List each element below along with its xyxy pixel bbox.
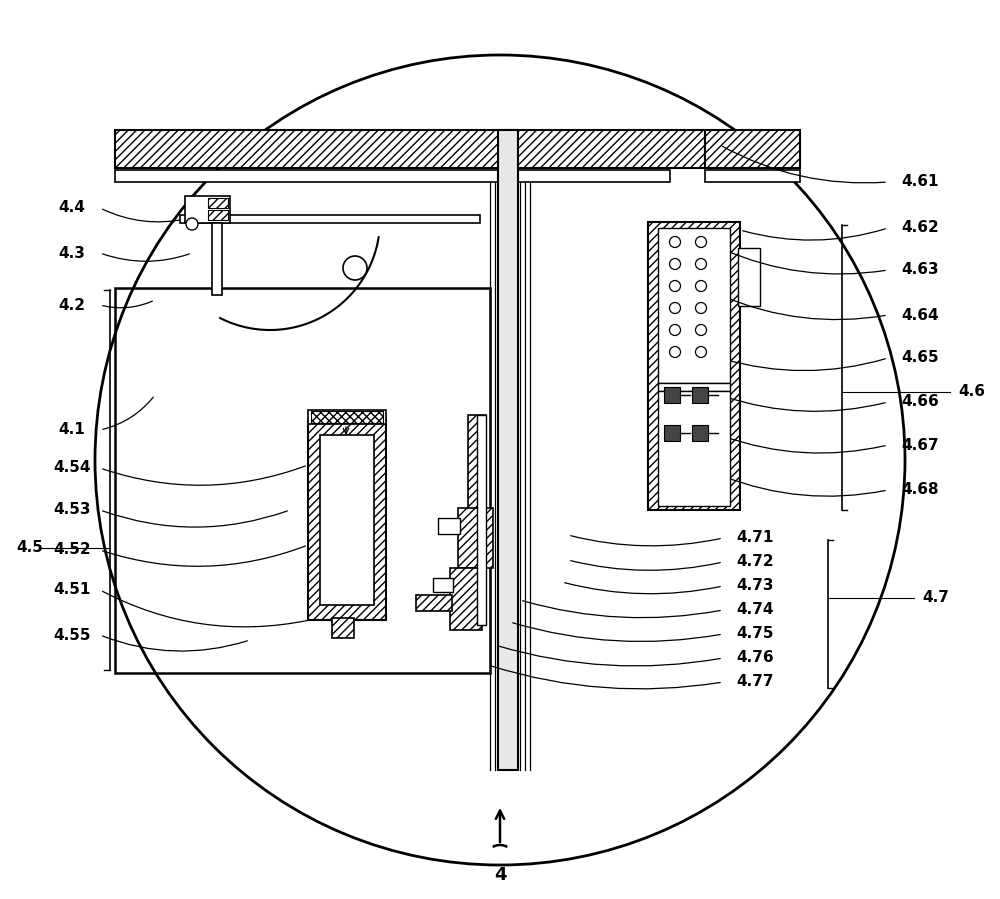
- Text: 4.52: 4.52: [53, 542, 91, 557]
- Bar: [458, 508, 493, 568]
- Bar: [648, 222, 740, 510]
- Text: 4.55: 4.55: [53, 628, 91, 643]
- Circle shape: [696, 325, 706, 335]
- Circle shape: [696, 280, 706, 291]
- Bar: [705, 130, 800, 168]
- Bar: [208, 198, 228, 208]
- Text: 4.3: 4.3: [59, 245, 85, 261]
- Circle shape: [696, 259, 706, 270]
- Bar: [664, 425, 680, 441]
- Text: 4: 4: [494, 866, 506, 884]
- Bar: [332, 618, 354, 638]
- Bar: [438, 518, 460, 534]
- Circle shape: [670, 280, 680, 291]
- Text: 4.66: 4.66: [901, 395, 939, 410]
- Text: 4.74: 4.74: [736, 602, 774, 618]
- Circle shape: [670, 346, 680, 358]
- Bar: [115, 170, 670, 182]
- Text: 4.2: 4.2: [58, 298, 86, 313]
- Text: 4.62: 4.62: [901, 220, 939, 236]
- Circle shape: [343, 256, 367, 280]
- Text: 4.77: 4.77: [736, 674, 774, 690]
- Text: 4.72: 4.72: [736, 555, 774, 569]
- Circle shape: [186, 218, 198, 230]
- Bar: [450, 568, 482, 630]
- Text: 4.67: 4.67: [901, 438, 939, 452]
- Text: 4.65: 4.65: [901, 351, 939, 366]
- Text: 4.68: 4.68: [901, 483, 939, 497]
- Bar: [658, 228, 730, 383]
- Text: 4.76: 4.76: [736, 651, 774, 665]
- Bar: [498, 130, 518, 770]
- Bar: [738, 248, 760, 306]
- Circle shape: [696, 236, 706, 247]
- Circle shape: [670, 302, 680, 314]
- Circle shape: [696, 346, 706, 358]
- Text: 4.5: 4.5: [17, 540, 43, 556]
- Bar: [664, 387, 680, 403]
- Text: 4.63: 4.63: [901, 263, 939, 278]
- Bar: [477, 415, 486, 625]
- Text: 4.61: 4.61: [901, 174, 939, 190]
- Bar: [208, 210, 228, 220]
- Bar: [658, 391, 730, 506]
- Bar: [308, 420, 386, 620]
- Circle shape: [670, 325, 680, 335]
- Text: 4.71: 4.71: [736, 530, 774, 546]
- Circle shape: [95, 55, 905, 865]
- Text: 4.51: 4.51: [53, 583, 91, 598]
- Text: 4.75: 4.75: [736, 627, 774, 642]
- Bar: [115, 288, 490, 673]
- Bar: [468, 415, 486, 625]
- Bar: [705, 170, 800, 182]
- Text: 4.1: 4.1: [59, 423, 85, 438]
- Bar: [416, 595, 452, 611]
- Bar: [180, 215, 480, 223]
- Text: 4.4: 4.4: [59, 200, 85, 216]
- Circle shape: [696, 302, 706, 314]
- Bar: [212, 223, 222, 295]
- Text: 4.54: 4.54: [53, 460, 91, 476]
- Bar: [311, 411, 383, 423]
- Circle shape: [670, 259, 680, 270]
- Text: 4.64: 4.64: [901, 307, 939, 323]
- Bar: [308, 410, 386, 424]
- Bar: [658, 383, 730, 391]
- Text: 4.7: 4.7: [922, 591, 949, 606]
- Text: 4.53: 4.53: [53, 503, 91, 518]
- Bar: [320, 435, 374, 605]
- Bar: [692, 425, 708, 441]
- Text: 4.73: 4.73: [736, 578, 774, 593]
- Bar: [692, 387, 708, 403]
- Circle shape: [670, 236, 680, 247]
- Bar: [115, 130, 705, 168]
- Bar: [185, 196, 230, 223]
- Text: 4.6: 4.6: [958, 385, 985, 399]
- Bar: [433, 578, 453, 592]
